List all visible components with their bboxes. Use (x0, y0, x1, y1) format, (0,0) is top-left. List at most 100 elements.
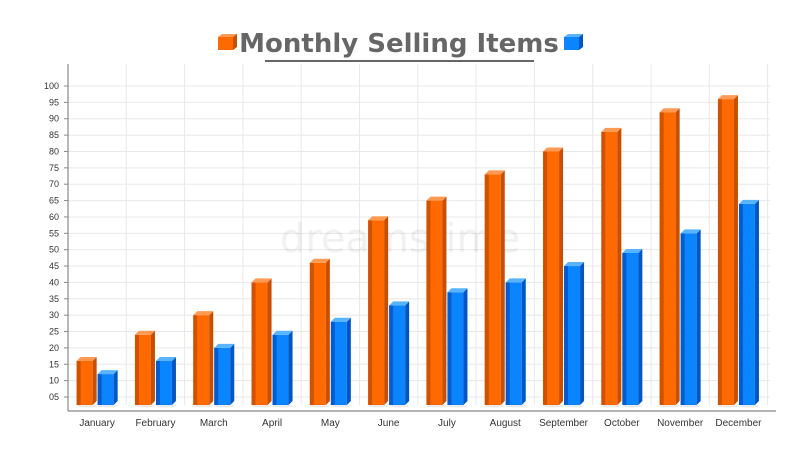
bar-september-series-2 (564, 262, 585, 408)
bar-left-shade (505, 282, 510, 405)
bar-side (733, 95, 738, 406)
x-category-label: April (262, 418, 282, 429)
y-tick-label: 30 (49, 310, 59, 320)
y-tick-label: 05 (49, 392, 59, 402)
bar-left-shade (155, 360, 160, 405)
bar-side (617, 127, 622, 406)
bar-shadow (484, 404, 505, 408)
bar-left-shade (680, 233, 685, 405)
bar-left-shade (134, 334, 139, 405)
bar-top (659, 108, 680, 113)
bar-march-series-2 (214, 343, 235, 408)
x-category-label: December (715, 418, 762, 429)
bar-shadow (368, 404, 389, 408)
x-category-label: February (135, 418, 175, 429)
y-tick-label: 10 (49, 376, 59, 386)
bar-july-series-2 (447, 288, 468, 408)
bar-side (92, 356, 97, 405)
bar-january-series-2 (97, 370, 118, 408)
bar-december-series-2 (738, 199, 759, 408)
y-tick-label: 25 (49, 327, 59, 337)
bar-august-series-2 (505, 278, 526, 408)
bar-side (580, 262, 585, 405)
y-tick-label: 100 (44, 81, 59, 91)
y-tick-label: 95 (49, 97, 59, 107)
bar-left-shade (659, 112, 664, 405)
bar-left-shade (426, 200, 431, 405)
bar-left-shade (601, 131, 606, 405)
bar-side (325, 258, 330, 405)
bar-shadow (717, 404, 738, 408)
y-tick-label: 85 (49, 130, 59, 140)
bar-top (134, 330, 155, 335)
axes (67, 64, 776, 412)
bar-august-series-1 (484, 170, 505, 408)
bar-april-series-1 (251, 278, 272, 408)
x-category-label: October (604, 418, 640, 429)
bar-october-series-2 (622, 248, 643, 408)
bar-february-series-1 (134, 330, 155, 408)
bar-february-series-2 (155, 356, 176, 408)
bar-side (209, 311, 214, 405)
bar-side (754, 199, 759, 405)
bar-side (442, 196, 447, 405)
bar-shadow (389, 404, 410, 408)
bar-shadow (680, 404, 701, 408)
bar-september-series-1 (543, 147, 564, 408)
bar-may-series-1 (309, 258, 330, 408)
bar-july-series-1 (426, 196, 447, 408)
bar-top (426, 196, 447, 201)
bar-shadow (330, 404, 351, 408)
y-tick-label: 75 (49, 163, 59, 173)
x-category-label: August (490, 418, 521, 429)
bar-left-shade (484, 174, 489, 405)
bar-side (521, 278, 526, 405)
bar-shadow (76, 404, 97, 408)
bar-top (309, 258, 330, 263)
x-category-label: March (200, 418, 228, 429)
grid-lines (67, 64, 770, 405)
bar-side (675, 108, 680, 405)
bar-side (696, 229, 701, 405)
bar-march-series-1 (193, 311, 214, 408)
bar-left-shade (622, 252, 627, 405)
bar-may-series-2 (330, 317, 351, 408)
bar-top (601, 127, 622, 132)
bar-shadow (622, 404, 643, 408)
bar-left-shade (543, 151, 548, 405)
y-tick-label: 35 (49, 294, 59, 304)
x-category-label: November (657, 418, 704, 429)
bar-side (288, 330, 293, 405)
bar-shadow (214, 404, 235, 408)
bar-side (463, 288, 468, 405)
bar-shadow (738, 404, 759, 408)
bar-shadow (134, 404, 155, 408)
y-tick-label: 55 (49, 228, 59, 238)
y-tick-label: 70 (49, 179, 59, 189)
bar-left-shade (97, 374, 102, 405)
bar-left-shade (738, 203, 743, 405)
legend-swatch-series-2 (564, 34, 583, 50)
bar-top (97, 370, 118, 375)
bar-left-shade (330, 321, 335, 405)
bar-shadow (272, 404, 293, 408)
y-tick-label: 90 (49, 114, 59, 124)
bar-december-series-1 (717, 95, 738, 408)
bar-top (680, 229, 701, 234)
y-axis-tick-labels: 05 10 15 20 25 30 35 40 45 50 55 60 65 70 75 80 85 90 95 10… (44, 81, 68, 402)
bar-shadow (447, 404, 468, 408)
y-tick-label: 15 (49, 359, 59, 369)
bar-side (171, 356, 176, 405)
chart-title: Monthly Selling Items (239, 29, 559, 59)
bar-top (622, 248, 643, 253)
bar-top (505, 278, 526, 283)
bar-june-series-2 (389, 301, 410, 408)
x-category-label: June (378, 418, 400, 429)
bar-shadow (601, 404, 622, 408)
bar-left-shade (193, 315, 198, 405)
y-tick-label: 80 (49, 146, 59, 156)
x-axis-category-labels: January February March April May June July Augu… (79, 418, 762, 429)
bar-shadow (564, 404, 585, 408)
bar-top (272, 330, 293, 335)
bar-shadow (193, 404, 214, 408)
